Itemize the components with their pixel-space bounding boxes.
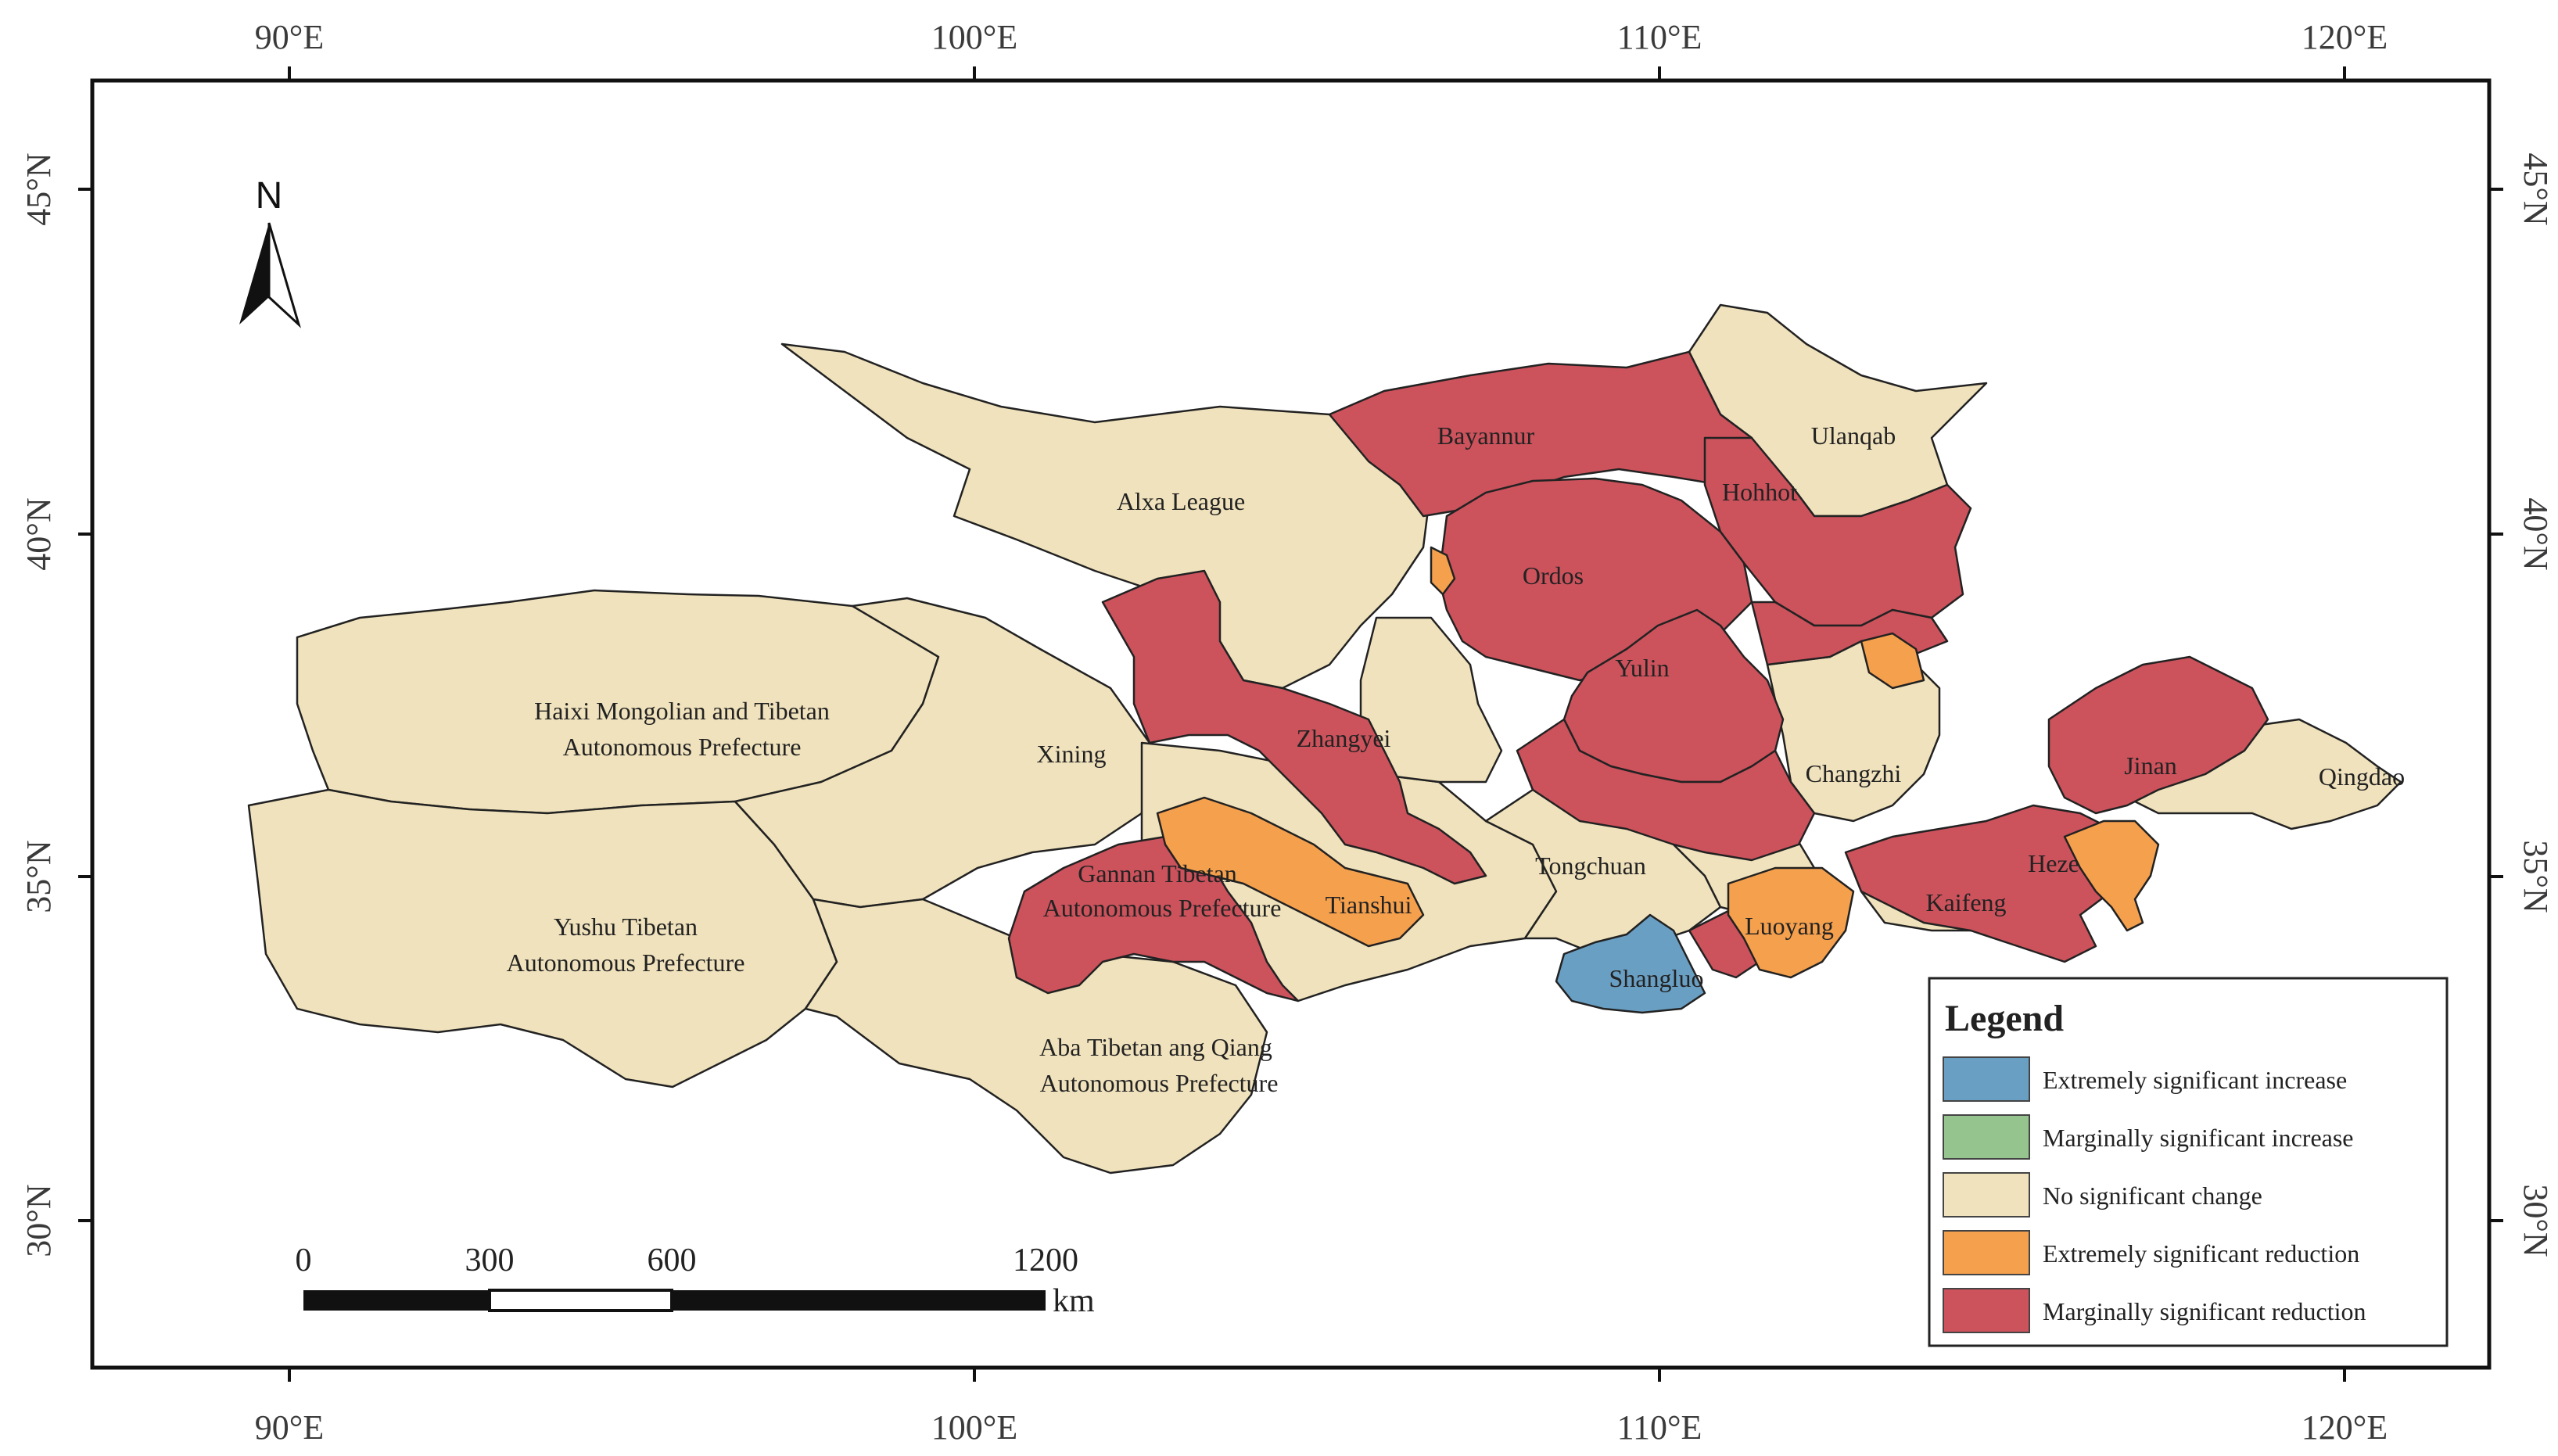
region-jinan-area: [2047, 655, 2269, 815]
label-heze: Heze: [2028, 849, 2079, 877]
label-alxa: Alxa League: [1117, 487, 1245, 515]
scale-bar-segment-2: [488, 1289, 673, 1312]
label-changzhi: Changzhi: [1806, 759, 1902, 787]
region-tianshui: [1156, 796, 1425, 948]
bottom-lon-label-90: 90°E: [255, 1408, 324, 1447]
scale-tick-600: 600: [648, 1243, 697, 1278]
label-jinan: Jinan: [2124, 751, 2177, 780]
label-qingdao: Qingdao: [2319, 762, 2405, 791]
label-ulanqab: Ulanqab: [1811, 421, 1896, 450]
label-haixi-line1: Haixi Mongolian and Tibetan: [534, 697, 830, 725]
label-gannan-line2: Autonomous Prefecture: [1043, 894, 1282, 922]
legend-swatch-marginally-significant-increase: [1943, 1114, 2030, 1160]
top-lon-label-110: 110°E: [1617, 18, 1702, 56]
bottom-lon-label-110: 110°E: [1617, 1408, 1702, 1447]
right-lat-label-35: 35°N: [2517, 840, 2555, 913]
legend-label-marginally-significant-increase: Marginally significant increase: [2043, 1124, 2354, 1152]
label-xining: Xining: [1037, 740, 1107, 768]
label-haixi-line2: Autonomous Prefecture: [563, 733, 802, 761]
legend-label-marginally-significant-reduction: Marginally significant reduction: [2043, 1297, 2366, 1325]
region-heze-east: [2063, 819, 2160, 932]
north-arrow-left-half: [239, 223, 269, 325]
left-lat-label-40: 40°N: [20, 497, 58, 570]
label-shangluo: Shangluo: [1609, 964, 1704, 992]
left-lat-label-45: 45°N: [20, 152, 58, 225]
label-yulin: Yulin: [1615, 654, 1669, 682]
legend: Legend Extremely significant increase Ma…: [1928, 977, 2449, 1347]
label-kaifeng: Kaifeng: [1925, 888, 2006, 916]
label-aba-line1: Aba Tibetan ang Qiang: [1039, 1033, 1272, 1061]
scale-bar-segment-1: [303, 1290, 490, 1311]
legend-label-no-significant-change: No significant change: [2043, 1182, 2262, 1210]
scale-bar: 0 300 600 1200 km: [296, 1243, 1096, 1319]
label-yushu-line2: Autonomous Prefecture: [507, 949, 745, 977]
legend-swatch-no-significant-change: [1943, 1172, 2030, 1218]
left-lat-label-35: 35°N: [20, 840, 58, 913]
region-zhangyei: [1101, 569, 1487, 885]
scale-bar-segment-3: [672, 1290, 1046, 1311]
north-arrow-label: N: [256, 175, 283, 217]
bottom-lon-label-100: 100°E: [931, 1408, 1017, 1447]
top-lon-label-120: 120°E: [2301, 18, 2388, 56]
label-tongchuan: Tongchuan: [1535, 852, 1646, 880]
label-bayannur: Bayannur: [1437, 421, 1535, 450]
legend-swatch-extremely-significant-reduction: [1943, 1230, 2030, 1275]
right-lat-label-40: 40°N: [2517, 497, 2555, 570]
left-lat-label-30: 30°N: [20, 1184, 58, 1257]
scale-unit: km: [1053, 1283, 1095, 1319]
label-yushu-line1: Yushu Tibetan: [554, 913, 698, 941]
region-changzhi-north: [1860, 632, 1925, 690]
label-luoyang: Luoyang: [1745, 912, 1834, 940]
label-hohhot: Hohhot: [1722, 478, 1797, 506]
right-lat-label-30: 30°N: [2517, 1184, 2555, 1257]
label-aba-line2: Autonomous Prefecture: [1040, 1069, 1279, 1097]
region-layer: [247, 303, 2402, 1174]
legend-swatch-extremely-significant-increase: [1943, 1056, 2030, 1102]
north-arrow-right-half: [267, 222, 301, 328]
place-labels: Bayannur Ulanqab Hohhot Alxa League Ordo…: [507, 421, 2406, 1097]
region-yushu: [247, 788, 838, 1088]
region-luoyang: [1727, 866, 1855, 979]
region-shangluo: [1555, 913, 1706, 1014]
label-zhangyei: Zhangyei: [1297, 724, 1391, 752]
region-shaanxi-central: [1516, 718, 1816, 862]
legend-label-extremely-significant-reduction: Extremely significant reduction: [2043, 1239, 2359, 1268]
scale-tick-300: 300: [465, 1243, 515, 1278]
label-gannan-line1: Gannan Tibetan: [1078, 859, 1237, 888]
bottom-lon-label-120: 120°E: [2301, 1408, 2388, 1447]
graticule-ticks: [78, 66, 2503, 1382]
region-alxa: [780, 342, 1433, 690]
region-qinghai-east: [734, 597, 1151, 909]
north-arrow: N: [239, 175, 301, 328]
legend-swatch-marginally-significant-reduction: [1943, 1288, 2030, 1333]
legend-label-extremely-significant-increase: Extremely significant increase: [2043, 1066, 2347, 1094]
top-lon-label-100: 100°E: [931, 18, 1017, 56]
label-ordos: Ordos: [1523, 561, 1584, 590]
legend-box: [1928, 977, 2449, 1347]
legend-title: Legend: [1945, 998, 2064, 1039]
region-ordos-west: [1430, 546, 1456, 596]
label-tianshui: Tianshui: [1326, 891, 1412, 919]
scale-tick-0: 0: [296, 1243, 312, 1278]
top-lon-label-90: 90°E: [255, 18, 324, 56]
scale-tick-1200: 1200: [1013, 1243, 1078, 1278]
region-heze-kaifeng: [1844, 804, 2129, 963]
right-lat-label-45: 45°N: [2517, 152, 2555, 225]
